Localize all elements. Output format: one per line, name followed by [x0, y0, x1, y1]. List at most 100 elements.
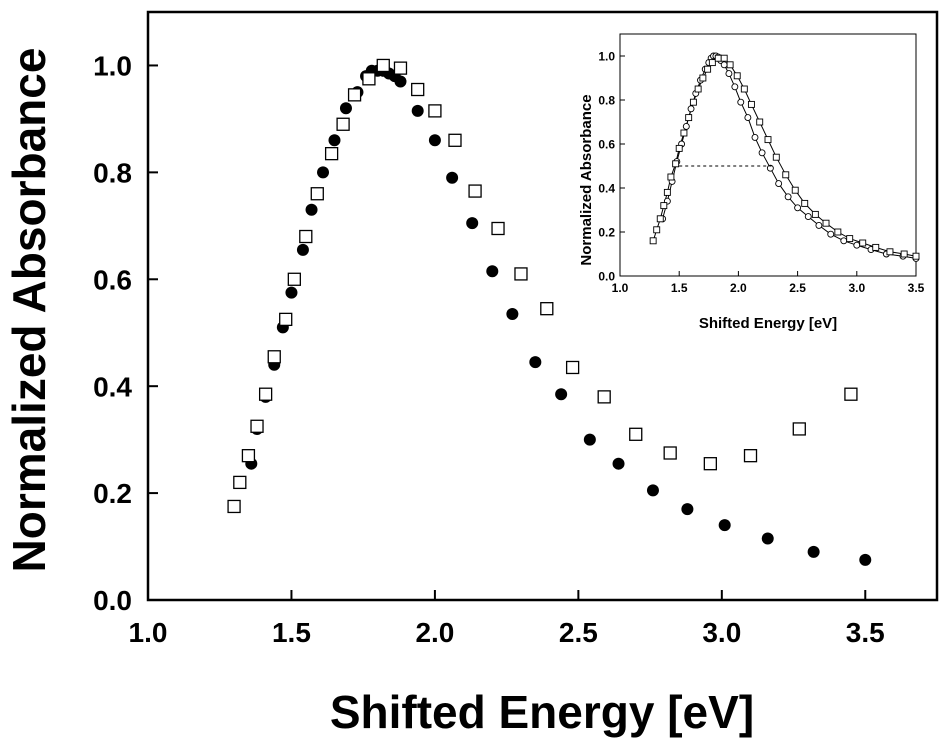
- main-point-filled-circle: [296, 243, 309, 256]
- inset-point-open-square: [772, 153, 780, 161]
- main-point-filled-circle: [761, 532, 774, 545]
- main-point-filled-circle: [555, 388, 568, 401]
- inset-point-open-square: [675, 144, 683, 152]
- inset-y-tick-label: 0.2: [598, 225, 615, 239]
- main-point-open-square: [663, 446, 677, 460]
- inset-point-open-circle: [737, 98, 745, 106]
- inset-x-tick-label: 1.0: [612, 281, 629, 295]
- inset-x-tick-label: 3.0: [848, 281, 865, 295]
- inset-point-open-circle: [827, 230, 835, 238]
- main-point-filled-circle: [681, 503, 694, 516]
- main-y-tick-label: 0.2: [93, 478, 132, 509]
- main-point-open-square: [629, 427, 643, 441]
- inset-point-open-square: [912, 252, 920, 260]
- main-y-tick-label: 0.4: [93, 371, 132, 402]
- main-point-open-square: [299, 229, 313, 244]
- inset-point-open-square: [660, 202, 668, 210]
- main-point-open-square: [376, 58, 390, 73]
- inset-point-open-square: [834, 228, 842, 236]
- inset-y-tick-label: 0.8: [598, 93, 615, 107]
- inset-point-open-square: [811, 210, 819, 218]
- main-point-filled-circle: [411, 104, 424, 117]
- inset-point-open-circle: [744, 114, 752, 122]
- main-point-filled-circle: [646, 484, 659, 497]
- inset-point-open-circle: [804, 213, 812, 221]
- inset-point-open-square: [704, 65, 712, 73]
- inset-point-open-square: [694, 85, 702, 93]
- inset-point-open-circle: [725, 70, 733, 78]
- main-y-axis-title: Normalized Absorbance: [3, 48, 55, 573]
- inset-point-open-square: [900, 250, 908, 258]
- main-point-open-square: [287, 272, 301, 286]
- main-point-open-square: [250, 419, 264, 433]
- main-point-open-square: [241, 449, 256, 463]
- inset-point-open-circle: [766, 164, 774, 172]
- main-point-open-square: [336, 117, 350, 131]
- inset-point-open-square: [720, 54, 728, 62]
- main-point-open-square: [393, 61, 408, 75]
- inset-point-open-circle: [794, 204, 802, 212]
- main-x-axis-title: Shifted Energy [eV]: [330, 686, 754, 738]
- main-point-open-square: [411, 82, 425, 97]
- main-point-filled-circle: [718, 519, 731, 532]
- main-point-filled-circle: [859, 553, 872, 566]
- main-point-filled-circle: [612, 457, 625, 470]
- inset-point-open-circle: [840, 237, 848, 245]
- main-point-filled-circle: [486, 265, 499, 278]
- main-point-open-square: [324, 147, 339, 161]
- main-point-open-square: [258, 387, 273, 401]
- inset-point-open-square: [822, 219, 830, 227]
- inset-point-open-circle: [731, 83, 739, 91]
- inset-point-open-circle: [687, 105, 695, 113]
- main-point-filled-circle: [466, 217, 479, 230]
- main-x-tick-label: 3.0: [702, 617, 741, 648]
- inset-point-open-circle: [751, 133, 759, 141]
- inset-point-open-circle: [784, 193, 792, 201]
- inset-point-open-circle: [758, 149, 766, 157]
- inset-point-open-square: [726, 61, 734, 69]
- main-point-open-square: [491, 221, 505, 236]
- inset-point-open-square: [685, 114, 693, 122]
- inset-point-open-square: [801, 199, 809, 207]
- main-x-tick-label: 1.0: [129, 617, 168, 648]
- inset-x-tick-label: 2.0: [730, 281, 747, 295]
- main-x-tick-label: 2.5: [559, 617, 598, 648]
- main-point-filled-circle: [317, 166, 330, 179]
- main-point-filled-circle: [285, 286, 298, 299]
- inset-y-tick-label: 1.0: [598, 49, 615, 63]
- main-point-open-square: [844, 387, 858, 401]
- inset-point-open-circle: [720, 61, 728, 69]
- inset-point-open-square: [747, 100, 755, 108]
- main-point-open-square: [227, 499, 241, 514]
- inset-point-open-square: [689, 98, 697, 106]
- inset-point-open-square: [782, 171, 790, 179]
- main-point-open-square: [792, 422, 806, 436]
- inset-point-open-square: [733, 72, 741, 80]
- main-point-filled-circle: [807, 545, 820, 558]
- inset-point-open-square: [680, 129, 688, 137]
- inset-point-open-circle: [682, 122, 690, 130]
- inset-y-tick-label: 0.4: [598, 181, 615, 195]
- main-plot-frame: [146, 10, 939, 602]
- inset-point-open-square: [886, 248, 894, 256]
- inset-point-open-square: [649, 237, 657, 245]
- main-x-tick-label: 1.5: [272, 617, 311, 648]
- main-y-tick-label: 1.0: [93, 51, 132, 82]
- inset-point-open-square: [872, 243, 880, 251]
- inset-point-open-square: [756, 118, 764, 126]
- inset-point-open-square: [699, 74, 707, 82]
- main-point-filled-circle: [394, 75, 407, 88]
- inset-point-open-square: [708, 59, 716, 67]
- main-point-filled-circle: [305, 203, 318, 216]
- inset-data-points: [649, 52, 920, 262]
- main-point-open-square: [428, 104, 442, 118]
- inset-point-open-circle: [853, 241, 861, 249]
- main-point-filled-circle: [446, 171, 459, 184]
- main-y-tick-label: 0.8: [93, 157, 132, 188]
- main-data-points: [227, 58, 872, 566]
- inset-point-open-square: [846, 235, 854, 243]
- main-x-tick-label: 3.5: [846, 617, 885, 648]
- main-point-open-square: [565, 360, 580, 375]
- inset-y-axis-title: Normalized Absorbance: [578, 94, 595, 265]
